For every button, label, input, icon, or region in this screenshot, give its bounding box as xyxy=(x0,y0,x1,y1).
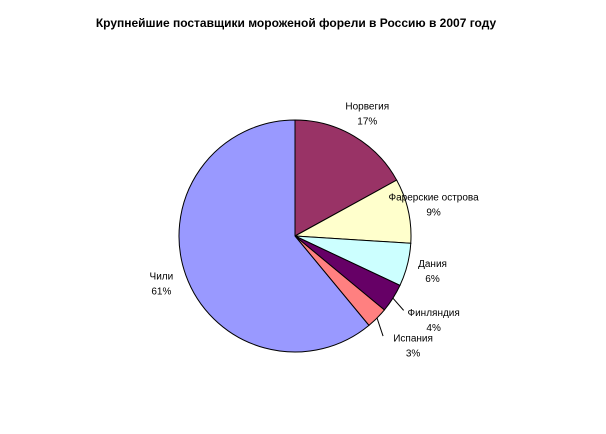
slice-value-label: 17% xyxy=(357,116,377,127)
pie-slice xyxy=(294,119,398,237)
slice-label: Норвегия xyxy=(345,101,389,112)
leader-line xyxy=(376,317,384,337)
slice-label: Фарерские острова xyxy=(388,193,479,204)
slice-value-label: 3% xyxy=(406,349,421,360)
slice-label: Чили xyxy=(150,272,174,283)
slice-value-label: 9% xyxy=(426,208,441,219)
chart-title: Крупнейшие поставщики мороженой форели в… xyxy=(96,16,497,30)
slice-value-label: 4% xyxy=(426,323,441,334)
slice-label: Дания xyxy=(418,259,447,270)
pie-slice xyxy=(178,119,370,353)
slice-value-label: 61% xyxy=(151,287,171,298)
slice-value-label: 6% xyxy=(425,274,440,285)
slice-label: Испания xyxy=(393,334,433,345)
slice-label: Финляндия xyxy=(407,308,459,319)
leader-line xyxy=(392,297,405,311)
